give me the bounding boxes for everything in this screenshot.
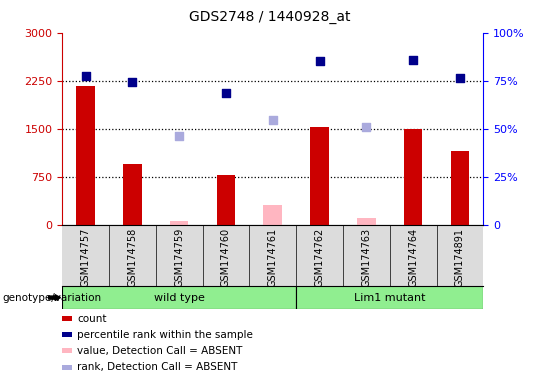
Bar	[62, 286, 296, 309]
Bar	[123, 164, 141, 225]
Text: GSM174758: GSM174758	[127, 228, 137, 287]
Text: genotype/variation: genotype/variation	[3, 293, 102, 303]
Text: GSM174762: GSM174762	[314, 228, 325, 287]
Text: GSM174761: GSM174761	[268, 228, 278, 287]
Bar	[170, 221, 188, 225]
Point	[315, 58, 324, 65]
Bar	[264, 205, 282, 225]
Text: count: count	[77, 314, 107, 324]
Text: wild type: wild type	[154, 293, 205, 303]
Text: GSM174764: GSM174764	[408, 228, 418, 287]
Bar	[404, 129, 422, 225]
Text: rank, Detection Call = ABSENT: rank, Detection Call = ABSENT	[77, 362, 238, 372]
Text: Lim1 mutant: Lim1 mutant	[354, 293, 426, 303]
Point	[128, 79, 137, 85]
Point	[221, 90, 230, 96]
Point	[175, 133, 184, 139]
Text: GSM174759: GSM174759	[174, 228, 184, 287]
Bar	[76, 86, 95, 225]
Text: GSM174760: GSM174760	[221, 228, 231, 287]
Point	[409, 56, 417, 63]
Point	[456, 75, 464, 81]
Bar	[357, 218, 376, 225]
Bar	[296, 286, 483, 309]
Text: GSM174757: GSM174757	[80, 228, 91, 287]
Point	[362, 124, 370, 131]
Text: percentile rank within the sample: percentile rank within the sample	[77, 330, 253, 340]
Text: GSM174891: GSM174891	[455, 228, 465, 287]
Bar	[217, 175, 235, 225]
Text: value, Detection Call = ABSENT: value, Detection Call = ABSENT	[77, 346, 242, 356]
Point	[268, 117, 277, 123]
Text: GSM174763: GSM174763	[361, 228, 372, 287]
Bar	[450, 151, 469, 225]
Point	[81, 73, 90, 79]
Text: GDS2748 / 1440928_at: GDS2748 / 1440928_at	[189, 10, 351, 23]
Bar	[310, 127, 329, 225]
